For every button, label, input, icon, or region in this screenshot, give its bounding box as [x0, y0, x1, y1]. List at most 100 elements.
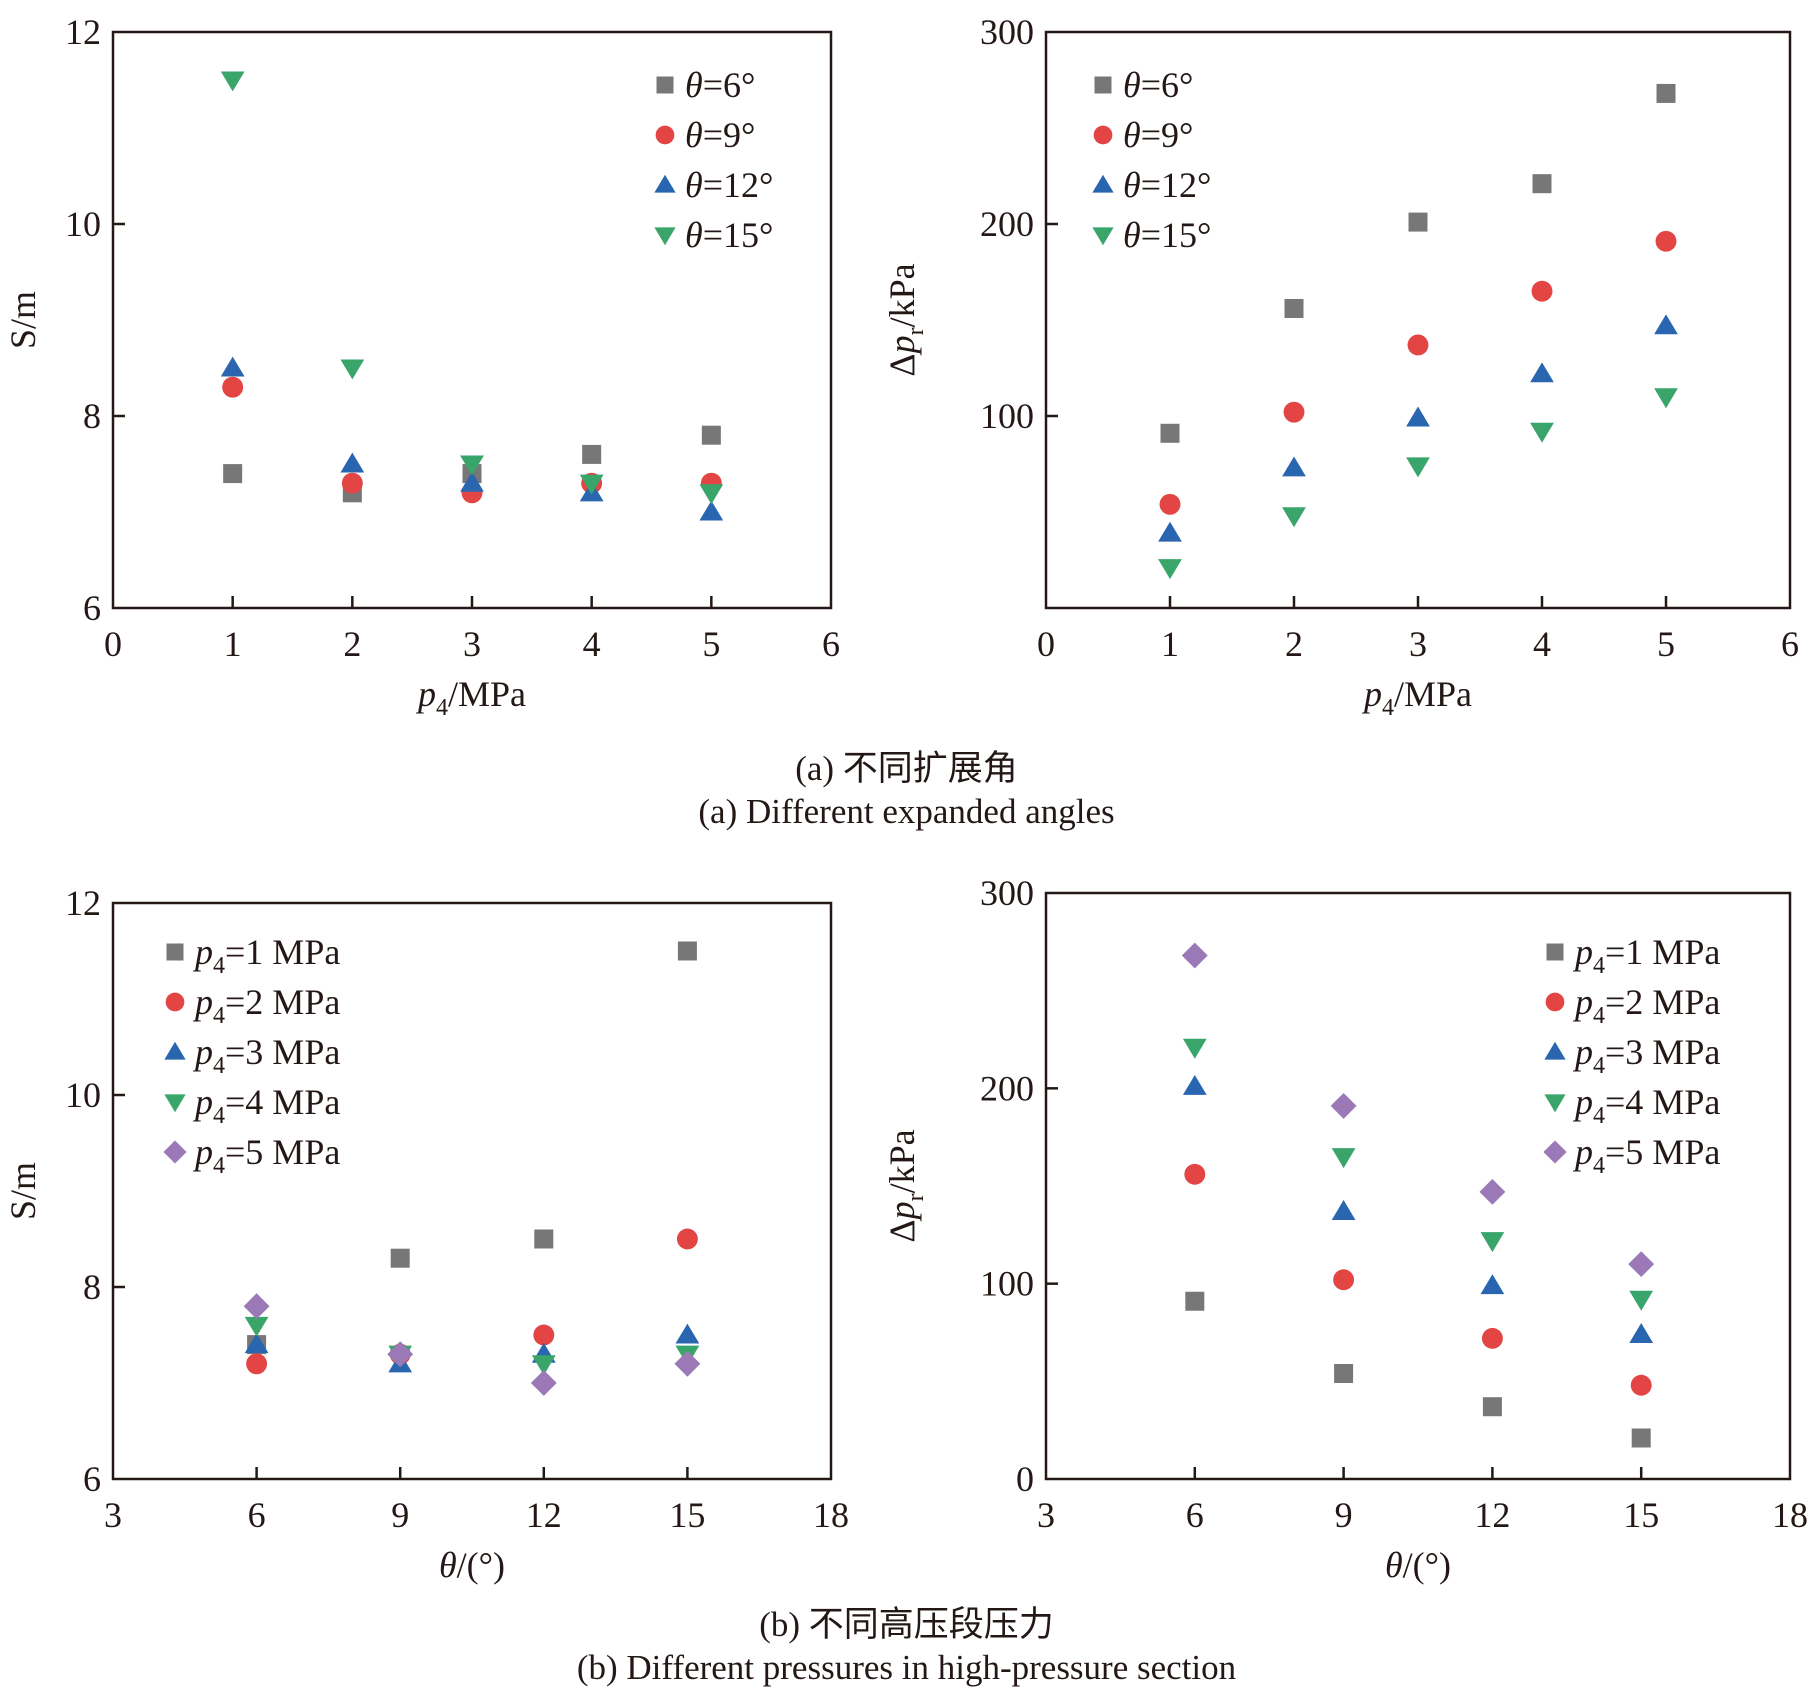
- circle-legend-icon: [1093, 125, 1113, 145]
- data-point: [676, 1228, 698, 1250]
- y-tick-label: 12: [65, 883, 101, 923]
- legend-label: θ=15°: [685, 215, 773, 255]
- legend-label: p4=3 MPa: [1572, 1032, 1720, 1079]
- data-point: [1158, 559, 1182, 580]
- square-legend-icon: [166, 943, 184, 961]
- data-point: [1530, 422, 1554, 443]
- data-point: [1284, 298, 1304, 318]
- y-tick-label: 200: [980, 204, 1034, 244]
- y-tick-label: 8: [83, 396, 101, 436]
- data-point: [1479, 1178, 1506, 1205]
- data-point: [340, 359, 365, 380]
- x-tick-label: 15: [1623, 1495, 1659, 1535]
- triangle-up-legend-icon: [654, 174, 676, 193]
- legend-item: p4=2 MPa: [1545, 982, 1720, 1029]
- data-point: [1158, 521, 1182, 542]
- data-point: [1480, 1274, 1505, 1295]
- data-point: [1654, 388, 1678, 409]
- data-point: [1480, 1232, 1505, 1253]
- square-legend-icon: [1094, 76, 1112, 94]
- legend-label: p4=5 MPa: [192, 1132, 340, 1179]
- legend-label: p4=4 MPa: [1572, 1082, 1720, 1129]
- square-legend-icon: [1546, 943, 1564, 961]
- data-point: [244, 1333, 269, 1354]
- legend-item: p4=5 MPa: [1543, 1132, 1720, 1179]
- x-tick-label: 3: [1037, 1495, 1055, 1535]
- data-point: [1631, 1428, 1651, 1448]
- caption-b-chinese: (b) 不同高压段压力: [759, 1605, 1054, 1644]
- triangle-down-legend-icon: [1544, 1094, 1566, 1113]
- x-tick-label: 2: [1285, 624, 1303, 664]
- data-point: [701, 425, 721, 445]
- series-square: [1185, 1291, 1651, 1448]
- data-point: [1532, 174, 1552, 194]
- y-tick-label: 10: [65, 204, 101, 244]
- series-circle: [1159, 230, 1677, 515]
- x-tick-label: 3: [463, 624, 481, 664]
- data-point: [1159, 493, 1181, 515]
- data-point: [1628, 1251, 1655, 1278]
- legend-label: θ=12°: [1123, 165, 1211, 205]
- data-point: [1629, 1323, 1654, 1344]
- data-point: [1656, 83, 1676, 103]
- data-point: [674, 1350, 701, 1377]
- series-circle: [1184, 1163, 1652, 1396]
- square-legend-icon: [656, 76, 674, 94]
- legend-item: p4=3 MPa: [164, 1032, 340, 1079]
- x-tick-label: 18: [1772, 1495, 1808, 1535]
- x-tick-label: 0: [104, 624, 122, 664]
- data-point: [1630, 1374, 1652, 1396]
- x-axis-label: p4/MPa: [415, 674, 526, 721]
- data-point: [1182, 1038, 1207, 1059]
- y-tick-label: 100: [980, 396, 1034, 436]
- data-point: [340, 452, 365, 473]
- data-point: [677, 941, 697, 961]
- y-tick-label: 300: [980, 873, 1034, 913]
- legend-item: θ=15°: [1092, 215, 1211, 255]
- series-diamond: [243, 1293, 701, 1396]
- data-point: [1282, 507, 1306, 528]
- series-circle: [246, 1228, 698, 1375]
- triangle-up-legend-icon: [1544, 1041, 1566, 1060]
- y-axis-label: S/m: [3, 1162, 43, 1220]
- legend-label: p4=2 MPa: [1572, 982, 1720, 1029]
- data-point: [1184, 1163, 1206, 1185]
- data-point: [1482, 1397, 1502, 1417]
- data-point: [1406, 406, 1430, 427]
- x-tick-label: 12: [526, 1495, 562, 1535]
- legend-item: θ=9°: [655, 115, 755, 155]
- data-point: [1531, 280, 1553, 302]
- legend-label: p4=4 MPa: [192, 1082, 340, 1129]
- triangle-up-legend-icon: [1092, 174, 1114, 193]
- data-point: [1654, 314, 1678, 335]
- data-point: [220, 71, 245, 92]
- data-point: [1331, 1199, 1356, 1220]
- x-tick-label: 1: [224, 624, 242, 664]
- legend-label: θ=15°: [1123, 215, 1211, 255]
- series-triangle-down: [220, 71, 724, 505]
- diamond-legend-icon: [163, 1140, 187, 1164]
- triangle-down-legend-icon: [654, 227, 676, 246]
- y-tick-label: 12: [65, 12, 101, 52]
- x-tick-label: 9: [1335, 1495, 1353, 1535]
- y-tick-label: 6: [83, 1459, 101, 1499]
- data-point: [530, 1370, 557, 1396]
- x-tick-label: 6: [1186, 1495, 1204, 1535]
- data-point: [1282, 456, 1306, 477]
- x-tick-label: 12: [1474, 1495, 1510, 1535]
- x-tick-label: 0: [1037, 624, 1055, 664]
- caption-a-chinese: (a) 不同扩展角: [795, 749, 1018, 788]
- legend: θ=6° θ=9° θ=12° θ=15°: [1092, 65, 1211, 255]
- legend-label: θ=12°: [685, 165, 773, 205]
- x-tick-label: 5: [702, 624, 720, 664]
- circle-legend-icon: [165, 992, 185, 1012]
- data-point: [1406, 457, 1430, 478]
- circle-legend-icon: [1545, 992, 1565, 1012]
- series-triangle-up: [220, 356, 724, 521]
- data-point: [222, 376, 244, 398]
- x-axis-label: θ/(°): [1385, 1545, 1451, 1585]
- series-diamond: [1181, 942, 1655, 1278]
